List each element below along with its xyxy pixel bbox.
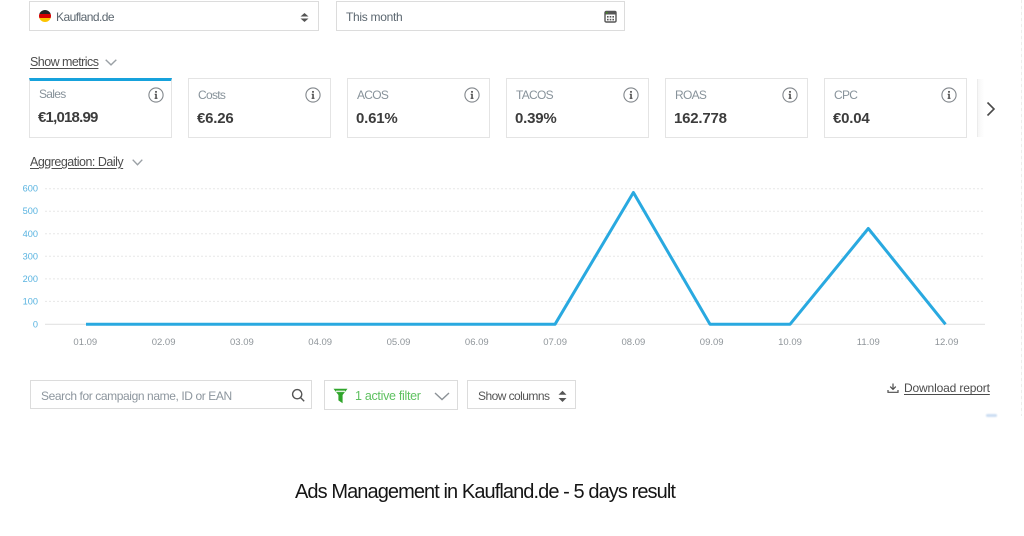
svg-text:04.09: 04.09 (308, 337, 332, 348)
svg-text:02.09: 02.09 (152, 337, 176, 348)
svg-text:0: 0 (33, 319, 38, 329)
svg-text:400: 400 (23, 229, 38, 239)
svg-text:12.09: 12.09 (935, 337, 959, 348)
svg-text:200: 200 (23, 274, 38, 284)
svg-text:11.09: 11.09 (857, 337, 880, 348)
svg-text:08.09: 08.09 (622, 337, 646, 348)
svg-text:03.09: 03.09 (230, 337, 254, 348)
svg-text:09.09: 09.09 (700, 337, 724, 348)
svg-text:100: 100 (23, 296, 38, 306)
svg-text:500: 500 (23, 206, 38, 216)
svg-text:600: 600 (23, 184, 38, 194)
svg-text:05.09: 05.09 (387, 337, 411, 348)
svg-text:10.09: 10.09 (778, 337, 802, 348)
svg-text:06.09: 06.09 (465, 337, 489, 348)
svg-text:300: 300 (23, 251, 38, 261)
svg-text:01.09: 01.09 (73, 337, 97, 348)
svg-text:07.09: 07.09 (543, 337, 567, 348)
